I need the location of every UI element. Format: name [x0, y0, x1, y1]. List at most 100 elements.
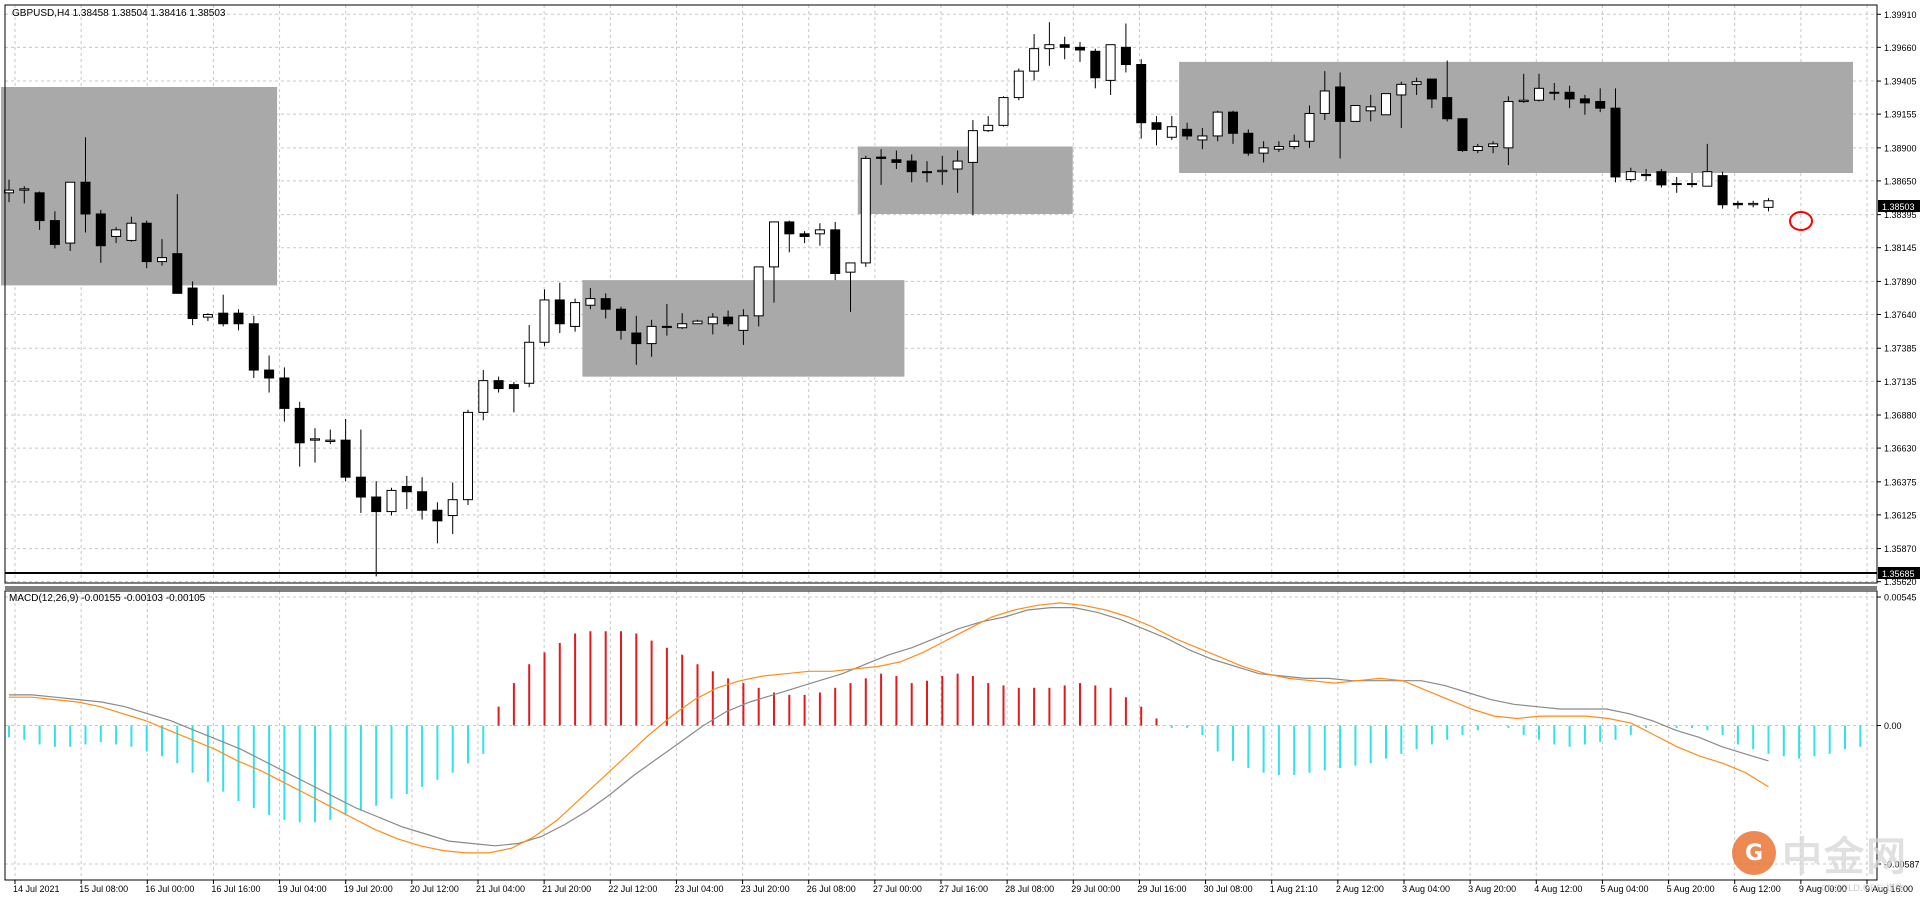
candle-body — [876, 156, 887, 159]
main-grid — [5, 5, 1877, 583]
candle-body — [998, 97, 1009, 126]
candle-body — [1595, 101, 1606, 109]
time-axis: 14 Jul 2021 15 Jul 08:00 16 Jul 00:00 16 Ju… — [13, 880, 1913, 894]
candle-body — [738, 315, 749, 331]
candle-body — [585, 298, 596, 306]
range-zones — [1, 61, 1853, 377]
time-axis-label: 29 Jul 00:00 — [1071, 884, 1120, 894]
price-axis-label: 1.39155 — [1884, 110, 1917, 120]
price-axis-label: 1.35620 — [1884, 577, 1917, 587]
price-axis-label: 1.39660 — [1884, 43, 1917, 53]
candle-body — [1335, 86, 1346, 122]
candle-body — [1687, 183, 1697, 186]
candle-body — [294, 407, 305, 444]
time-axis-label: 28 Jul 08:00 — [1005, 884, 1054, 894]
candle-body — [1350, 105, 1361, 122]
candle-body — [600, 298, 611, 310]
candle-body — [631, 332, 642, 345]
candle-body — [1304, 112, 1315, 142]
candle-body — [1732, 202, 1743, 206]
macd-axis-label: 0.00 — [1884, 721, 1902, 731]
candle-body — [1212, 111, 1223, 137]
low-line-price-label: 1.35685 — [1882, 569, 1915, 579]
candle-body — [1182, 128, 1193, 137]
price-axis-label: 1.37890 — [1884, 277, 1917, 287]
candle-body — [906, 160, 917, 173]
macd-lines — [9, 602, 1769, 854]
time-axis-label: 4 Aug 12:00 — [1534, 884, 1582, 894]
candle-body — [570, 302, 581, 327]
macd-main-line — [9, 607, 1769, 847]
macd-axis-label: -0.00587 — [1884, 860, 1920, 870]
candle-body — [723, 316, 734, 325]
candle-body — [707, 316, 718, 325]
candle-body — [1426, 78, 1437, 100]
candle-body — [830, 229, 841, 274]
candle-body — [1534, 87, 1544, 101]
time-axis-label: 3 Aug 20:00 — [1468, 884, 1516, 894]
candle-body — [1549, 91, 1560, 94]
time-axis-label: 21 Jul 04:00 — [476, 884, 525, 894]
candle-body — [49, 220, 60, 245]
price-axis-label: 1.36630 — [1884, 444, 1917, 454]
price-axis-label: 1.38395 — [1884, 210, 1917, 220]
candle-body — [784, 221, 795, 235]
candle-body — [1656, 171, 1667, 186]
candle-body — [1013, 70, 1024, 99]
candle-body — [1763, 200, 1774, 208]
candle-body — [891, 159, 902, 163]
candle-body — [1396, 83, 1407, 96]
symbol-ohlc-label: GBPUSD,H4 1.38458 1.38504 1.38416 1.3850… — [12, 8, 226, 19]
candle-body — [1411, 81, 1422, 85]
range-zone — [1179, 61, 1853, 173]
highlight-circle — [1789, 211, 1813, 231]
time-axis-label: 23 Jul 20:00 — [741, 884, 790, 894]
candle-body — [493, 380, 504, 390]
time-axis-label: 23 Jul 04:00 — [674, 884, 723, 894]
candle-body — [371, 496, 382, 513]
panel-separator[interactable] — [5, 586, 1877, 590]
candle-body — [202, 314, 213, 318]
candle-body — [1197, 135, 1208, 141]
candle-body — [646, 325, 657, 345]
candle-body — [769, 221, 779, 268]
macd-signal-line — [9, 602, 1769, 854]
candle-body — [799, 233, 810, 237]
time-axis-label: 22 Jul 12:00 — [608, 884, 657, 894]
candle-body — [1717, 175, 1728, 206]
candle-body — [1641, 173, 1652, 177]
candle-body — [860, 157, 871, 264]
candle-body — [1381, 93, 1391, 116]
time-axis-label: 3 Aug 04:00 — [1402, 884, 1450, 894]
candle-body — [1625, 171, 1636, 181]
candle-body — [325, 439, 336, 442]
candle-body — [524, 341, 535, 384]
candle-body — [172, 253, 183, 294]
candle-body — [1503, 101, 1514, 149]
candle-body — [692, 320, 703, 325]
candle-body — [1090, 50, 1101, 79]
candle-body — [1748, 202, 1759, 206]
price-axis-label: 1.37640 — [1884, 310, 1917, 320]
time-axis-label: 27 Jul 16:00 — [939, 884, 988, 894]
candle-body — [218, 312, 229, 325]
price-axis-label: 1.35870 — [1884, 544, 1917, 554]
range-zone — [857, 146, 1073, 214]
time-axis-label: 19 Jul 04:00 — [278, 884, 327, 894]
candle-body — [814, 229, 825, 235]
candle-body — [463, 411, 473, 501]
candle-body — [1258, 147, 1269, 154]
candle-body — [922, 171, 932, 174]
candle-body — [1289, 140, 1300, 148]
price-axis-label: 1.38650 — [1884, 176, 1917, 186]
candle-body — [4, 189, 14, 194]
candle-body — [1518, 99, 1529, 103]
candle-body — [845, 262, 856, 273]
time-axis-label: 20 Jul 12:00 — [410, 884, 459, 894]
candle-body — [1442, 97, 1453, 120]
time-axis-label: 19 Jul 20:00 — [344, 884, 393, 894]
price-axis-label: 1.39910 — [1884, 10, 1917, 20]
candle-body — [1273, 146, 1284, 150]
price-axis-label: 1.39405 — [1884, 77, 1917, 87]
